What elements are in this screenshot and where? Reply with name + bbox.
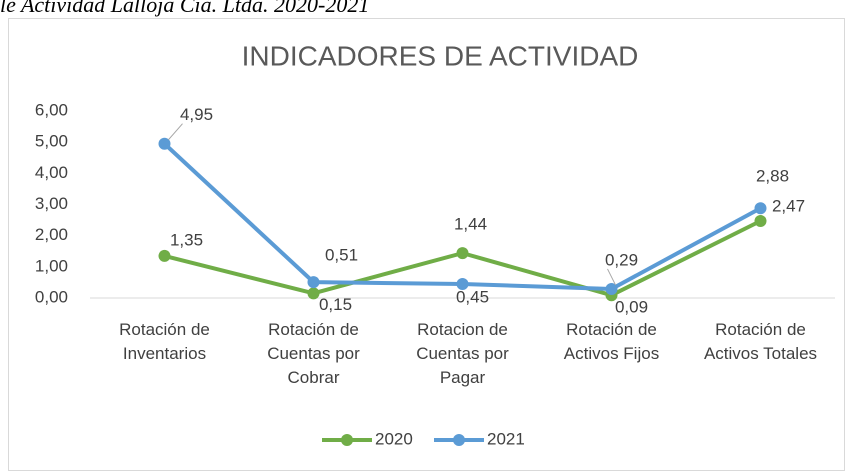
leader-line: [607, 268, 616, 286]
point: [456, 277, 469, 290]
legend-marker: [453, 434, 465, 446]
y-tick-label: 5,00: [35, 132, 68, 151]
caption: le Actividad Lalloja Cía. Ltda. 2020-202…: [0, 0, 370, 17]
data-label: 2,88: [756, 167, 789, 186]
point: [307, 276, 320, 289]
data-label: 0,51: [325, 246, 358, 265]
point: [754, 215, 767, 228]
point: [754, 202, 767, 215]
y-tick-label: 0,00: [35, 287, 68, 306]
y-tick-label: 1,00: [35, 256, 68, 275]
data-label: 1,44: [454, 215, 487, 234]
point: [605, 282, 618, 295]
data-label: 4,95: [180, 105, 213, 124]
point: [158, 249, 171, 262]
leader-line: [168, 123, 183, 141]
data-label: 0,45: [456, 287, 489, 306]
legend-marker: [341, 434, 353, 446]
data-label: 0,29: [605, 250, 638, 269]
y-tick-label: 6,00: [35, 100, 68, 119]
legend-label: 2020: [375, 429, 413, 448]
chart-frame: [8, 18, 845, 471]
y-tick-label: 3,00: [35, 194, 68, 213]
point: [158, 137, 171, 150]
y-tick-label: 4,00: [35, 163, 68, 182]
x-tick-label: Rotación de Cuentas por Cobrar: [267, 320, 360, 387]
y-tick-label: 2,00: [35, 225, 68, 244]
x-tick-label: Rotacion de Cuentas por Pagar: [416, 320, 509, 387]
point: [307, 287, 320, 300]
legend-label: 2021: [487, 429, 525, 448]
data-label: 0,09: [615, 298, 648, 317]
data-label: 1,35: [170, 230, 203, 249]
data-label: 0,15: [319, 295, 352, 314]
x-tick-label: Rotación de Inventarios: [119, 320, 210, 363]
x-tick-label: Rotación de Activos Fijos: [563, 320, 660, 363]
chart-title: INDICADORES DE ACTIVIDAD: [242, 40, 639, 71]
point: [456, 247, 469, 260]
x-tick-label: Rotación de Activos Totales: [703, 320, 818, 363]
data-label: 2,47: [772, 197, 805, 216]
